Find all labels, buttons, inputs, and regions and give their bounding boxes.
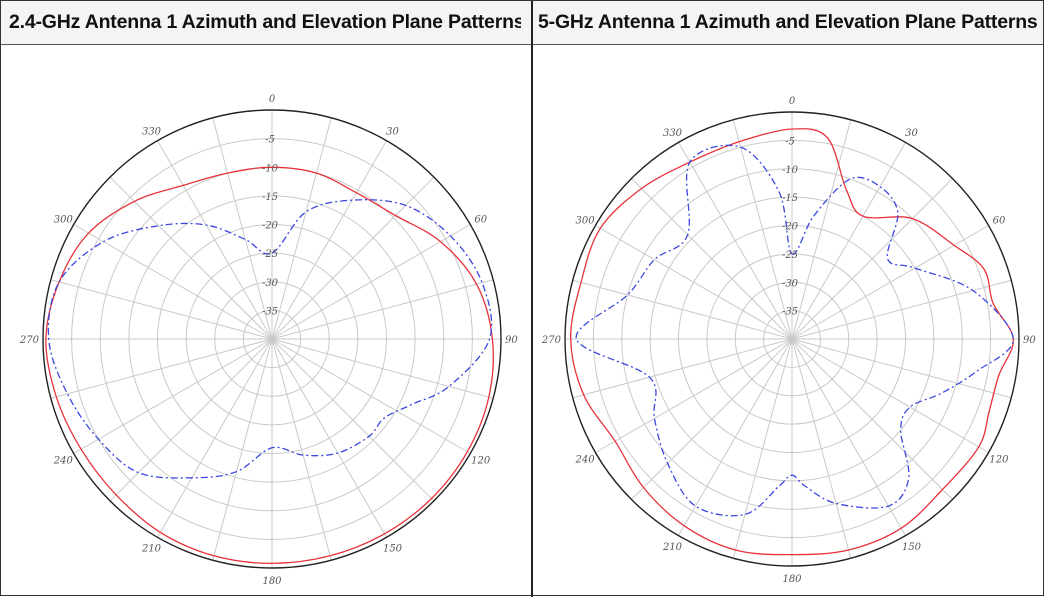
polar-chart-5ghz: 0 30 60 90 120 150 180 210 240 270 300 330 -5 -10 -15 -… [541,96,1036,585]
angle-tick-label: 30 [386,126,399,137]
grid-spoke [732,338,793,559]
angle-tick-label: 330 [142,126,162,137]
grid-spoke [678,142,793,340]
grid-spoke [595,338,793,453]
polar-chart-2-4ghz: 0 30 60 90 120 150 180 210 240 270 300 330 -5 -10 -15 -… [19,94,518,587]
grid-spoke [791,338,953,500]
radial-tick-label: -35 [262,306,278,317]
grid-spoke [212,338,273,561]
grid-spoke [732,119,793,340]
grid-spoke [109,176,273,340]
series-line-dashed [47,199,493,479]
radial-tick-label: -20 [262,221,279,232]
grid-spoke [572,338,793,399]
grid-spoke [157,140,273,340]
grid-spoke [73,224,273,340]
radial-tick-label: -25 [262,249,278,260]
series-line-dashed [575,144,1014,517]
angle-tick-label: 60 [474,215,487,226]
grid-spoke [271,140,387,340]
grid-spoke [791,178,953,340]
title-bar [1,1,1043,45]
angle-tick-label: 180 [782,574,802,585]
series-line-solid [570,128,1014,556]
grid-spoke [595,225,793,340]
radial-tick-label: -5 [265,135,275,146]
grid-spoke [271,338,332,561]
angle-tick-label: 90 [1023,335,1036,346]
grid-spoke [791,338,852,559]
angle-tick-label: 300 [54,215,74,226]
radial-tick-label: -35 [782,307,798,318]
grid-spoke [271,279,494,340]
series-line-solid [45,166,494,565]
angle-tick-label: 120 [989,455,1009,466]
chart-title-5ghz: 5-GHz Antenna 1 Azimuth and Elevation Pl… [538,11,1038,33]
grid-spoke [572,279,793,340]
grid-spoke [271,338,435,502]
angle-tick-label: 330 [663,128,683,139]
angle-tick-label: 0 [269,94,276,105]
radial-tick-label: -10 [262,163,279,174]
grid-spoke [212,117,273,340]
grid-spoke [157,338,273,538]
grid-spoke [73,338,273,454]
grid-spoke [791,338,989,453]
grid-spoke [631,178,793,340]
radial-tick-label: -15 [262,192,278,203]
radial-tick-label: -20 [782,222,799,233]
angle-tick-label: 240 [574,455,595,466]
grid-spoke [50,279,273,340]
angle-tick-label: 240 [53,456,74,467]
grid-spoke [50,338,273,399]
angle-tick-label: 150 [902,542,922,553]
angle-tick-label: 300 [575,216,595,227]
angle-tick-label: 60 [993,216,1006,227]
grid-spoke [271,176,435,340]
grid-spoke [791,142,906,340]
angle-tick-label: 120 [471,456,491,467]
angle-tick-label: 90 [505,335,518,346]
panel-divider [531,1,533,597]
grid-spoke [109,338,273,502]
angle-tick-label: 30 [905,128,918,139]
grid-spoke [271,224,471,340]
grid-spoke [791,338,906,536]
grid-spoke [791,338,1012,399]
grid-spoke [271,338,494,399]
grid-spoke [271,338,387,538]
angle-tick-label: 270 [19,335,40,346]
angle-tick-label: 210 [141,544,162,555]
angle-tick-label: 180 [262,576,282,587]
grid-spoke [631,338,793,500]
radial-tick-label: -25 [782,250,798,261]
angle-tick-label: 150 [383,544,403,555]
angle-tick-label: 0 [789,96,796,107]
grid-spoke [271,338,471,454]
grid-spoke [791,225,989,340]
radial-tick-label: -30 [782,278,799,289]
radial-tick-label: -30 [262,278,279,289]
radial-tick-label: -5 [785,136,795,147]
grid-spoke [791,119,852,340]
outer-circle [42,109,502,569]
grid-spoke [791,279,1012,340]
grid-spoke [271,117,332,340]
angle-tick-label: 270 [541,335,562,346]
radial-tick-label: -15 [782,193,798,204]
radial-tick-label: -10 [782,165,799,176]
angle-tick-label: 210 [662,542,683,553]
chart-title-2-4ghz: 2.4-GHz Antenna 1 Azimuth and Elevation … [9,11,521,33]
outer-circle [564,111,1020,567]
grid-spoke [678,338,793,536]
